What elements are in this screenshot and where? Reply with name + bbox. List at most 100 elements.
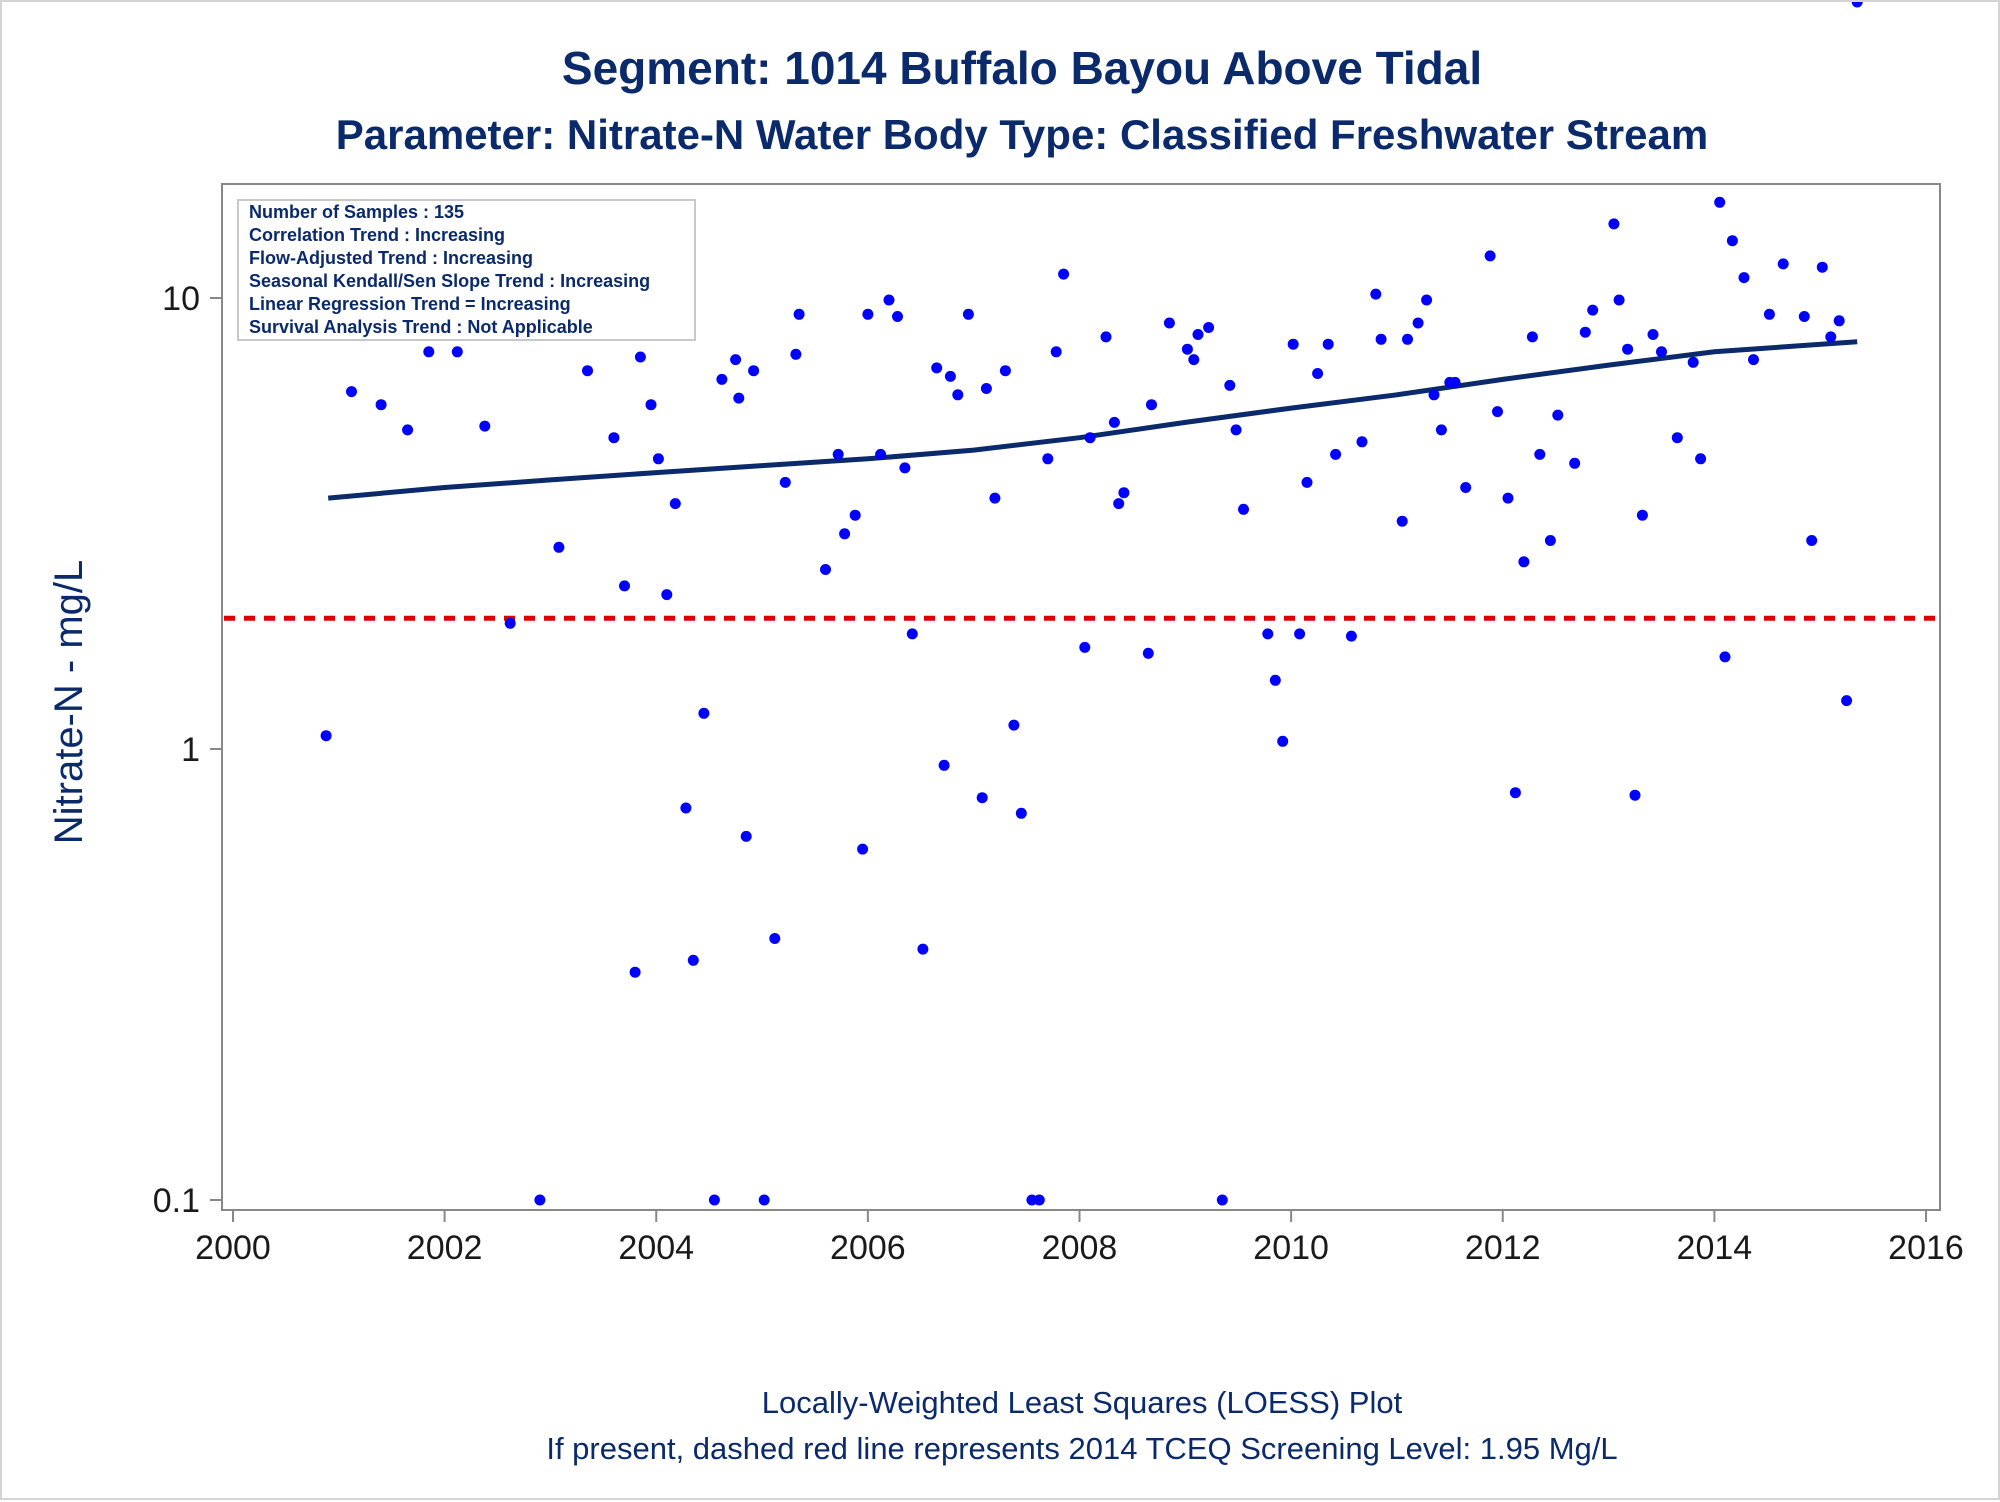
data-point xyxy=(1181,343,1193,355)
data-point xyxy=(1647,329,1659,340)
data-point xyxy=(989,492,1001,504)
stats-box-line: Survival Analysis Trend : Not Applicable xyxy=(249,317,593,337)
data-point xyxy=(1579,326,1591,338)
data-point xyxy=(608,432,620,444)
data-point xyxy=(906,628,918,640)
data-point xyxy=(1008,719,1020,731)
data-points xyxy=(320,2,1863,1206)
data-point xyxy=(980,383,992,394)
data-point xyxy=(661,589,673,601)
data-point xyxy=(1421,294,1433,306)
data-point xyxy=(1375,333,1387,345)
data-point xyxy=(669,498,681,510)
data-point xyxy=(899,462,911,474)
data-point xyxy=(1806,535,1818,546)
data-point xyxy=(708,1194,720,1206)
data-point xyxy=(652,453,664,465)
data-point xyxy=(687,954,699,966)
data-point xyxy=(1238,503,1249,515)
data-point xyxy=(1552,409,1564,421)
data-point xyxy=(1224,379,1236,391)
data-point xyxy=(769,933,781,944)
data-point xyxy=(1079,641,1091,653)
x-tick-label: 2000 xyxy=(195,1229,271,1267)
data-point xyxy=(1798,311,1810,322)
data-point xyxy=(1851,2,1863,8)
data-point xyxy=(1203,322,1215,333)
data-point xyxy=(1050,346,1062,358)
data-point xyxy=(1277,735,1289,747)
data-point xyxy=(1518,556,1530,568)
data-point xyxy=(1322,338,1334,350)
data-point xyxy=(1449,376,1461,388)
data-point xyxy=(423,346,435,358)
data-point xyxy=(1671,432,1683,444)
y-axis-label: Nitrate-N - mg/L xyxy=(47,560,91,845)
data-point xyxy=(758,1194,770,1206)
data-point xyxy=(1492,406,1503,418)
x-tick-label: 2016 xyxy=(1888,1229,1964,1267)
data-point xyxy=(883,294,895,306)
data-point xyxy=(1509,787,1521,799)
data-point xyxy=(931,362,943,374)
data-point xyxy=(1484,250,1496,262)
data-point xyxy=(1816,261,1828,273)
x-axis: 2000 2002 2004 2006 2008 2010 2012 2014 2016 xyxy=(195,1210,1964,1267)
data-point xyxy=(1726,235,1738,247)
data-point xyxy=(1412,317,1424,329)
data-point xyxy=(1435,424,1447,436)
data-point xyxy=(1042,453,1054,465)
data-point xyxy=(962,308,974,320)
data-point xyxy=(1396,515,1408,527)
data-point xyxy=(793,308,805,320)
data-point xyxy=(790,348,802,360)
data-point xyxy=(1269,674,1281,686)
data-point xyxy=(645,399,657,411)
data-point xyxy=(1629,789,1641,801)
data-point xyxy=(1428,389,1440,401)
data-point xyxy=(1294,628,1306,640)
stats-box-line: Flow-Adjusted Trend : Increasing xyxy=(249,248,533,268)
data-point xyxy=(1587,304,1599,316)
data-point xyxy=(680,802,692,814)
data-point xyxy=(1192,329,1204,340)
data-point xyxy=(1763,308,1775,320)
x-tick-label: 2010 xyxy=(1253,1229,1329,1267)
loess-trend-line xyxy=(327,339,1858,501)
data-point xyxy=(1544,535,1556,546)
data-point xyxy=(1230,424,1242,436)
data-point xyxy=(1370,288,1382,300)
data-point xyxy=(875,448,887,460)
data-point xyxy=(917,943,929,955)
plot-area xyxy=(221,183,1941,1211)
x-tick-label: 2014 xyxy=(1677,1229,1753,1267)
data-point xyxy=(952,389,964,401)
data-point xyxy=(1608,218,1620,230)
y-tick-label: 10 xyxy=(162,280,200,318)
data-point xyxy=(1058,268,1070,280)
data-point xyxy=(1841,695,1853,707)
stats-box-line: Correlation Trend : Increasing xyxy=(249,225,505,245)
data-point xyxy=(892,311,903,322)
data-point xyxy=(832,448,844,460)
stats-legend-box: Number of Samples : 135 Correlation Trend… xyxy=(237,199,696,341)
data-point xyxy=(1287,338,1299,350)
data-point xyxy=(1738,272,1750,284)
data-point xyxy=(779,476,791,488)
data-point xyxy=(944,370,956,382)
footnote-screening: If present, dashed red line represents 2… xyxy=(546,1431,1617,1466)
data-point xyxy=(698,707,710,719)
data-point xyxy=(1569,457,1581,469)
data-point xyxy=(634,351,646,363)
data-point xyxy=(849,509,861,521)
data-point xyxy=(1714,196,1726,208)
data-point xyxy=(748,365,760,377)
data-point xyxy=(1613,294,1625,306)
data-point xyxy=(1301,476,1313,488)
stats-box-border xyxy=(237,199,696,341)
data-point xyxy=(976,792,988,804)
x-tick-label: 2004 xyxy=(618,1229,694,1267)
data-point xyxy=(402,424,414,436)
data-point xyxy=(1216,1194,1228,1206)
